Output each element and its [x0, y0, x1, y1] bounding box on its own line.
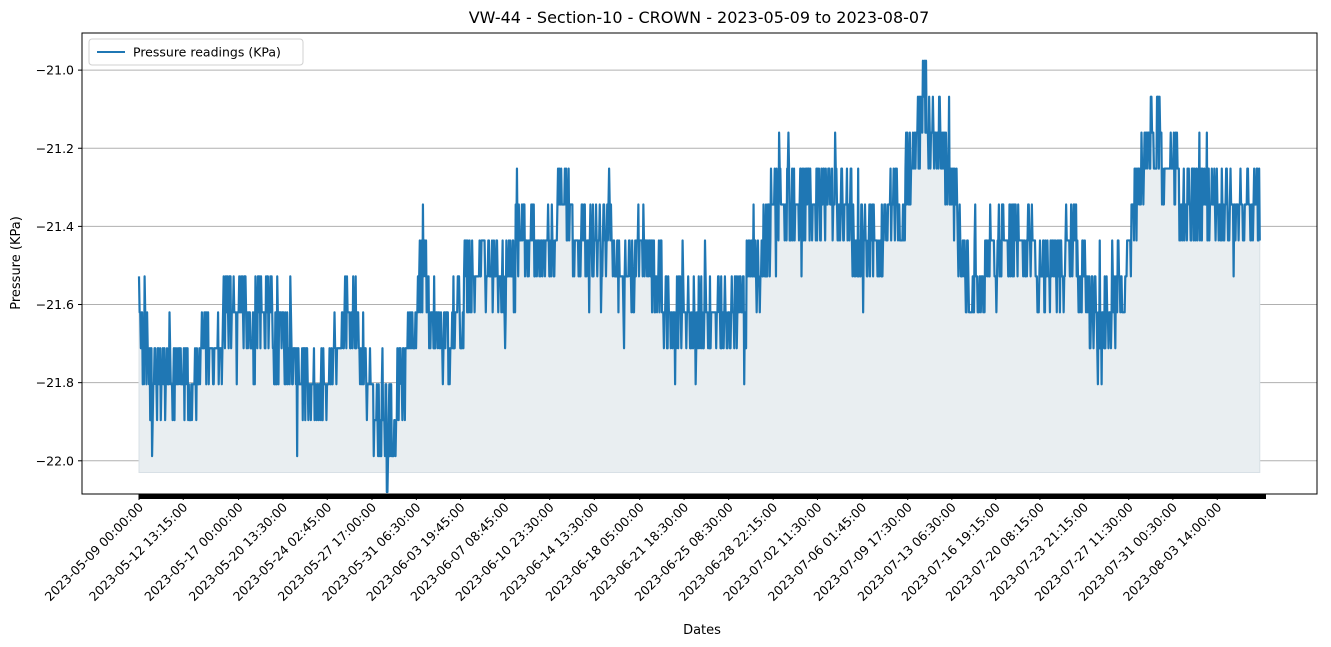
y-tick-label: −21.8 [36, 375, 74, 390]
y-tick-label: −21.4 [36, 219, 74, 234]
y-axis-label: Pressure (KPa) [9, 216, 24, 310]
x-axis-label: Dates [683, 623, 721, 638]
legend-label: Pressure readings (KPa) [133, 45, 281, 60]
y-tick-label: −21.2 [36, 141, 74, 156]
chart-title: VW-44 - Section-10 - CROWN - 2023-05-09 … [469, 8, 930, 27]
y-tick-label: −21.6 [36, 297, 74, 312]
x-minor-ticks-band [139, 494, 1266, 499]
y-axis-ticks: −22.0 −21.8 −21.6 −21.4 −21.2 −21.0 [36, 63, 82, 468]
series-line [137, 59, 1261, 494]
legend-box [88, 38, 304, 66]
y-tick-label: −21.0 [36, 63, 74, 78]
y-tick-label: −22.0 [36, 453, 74, 468]
legend: Pressure readings (KPa) [88, 38, 304, 66]
